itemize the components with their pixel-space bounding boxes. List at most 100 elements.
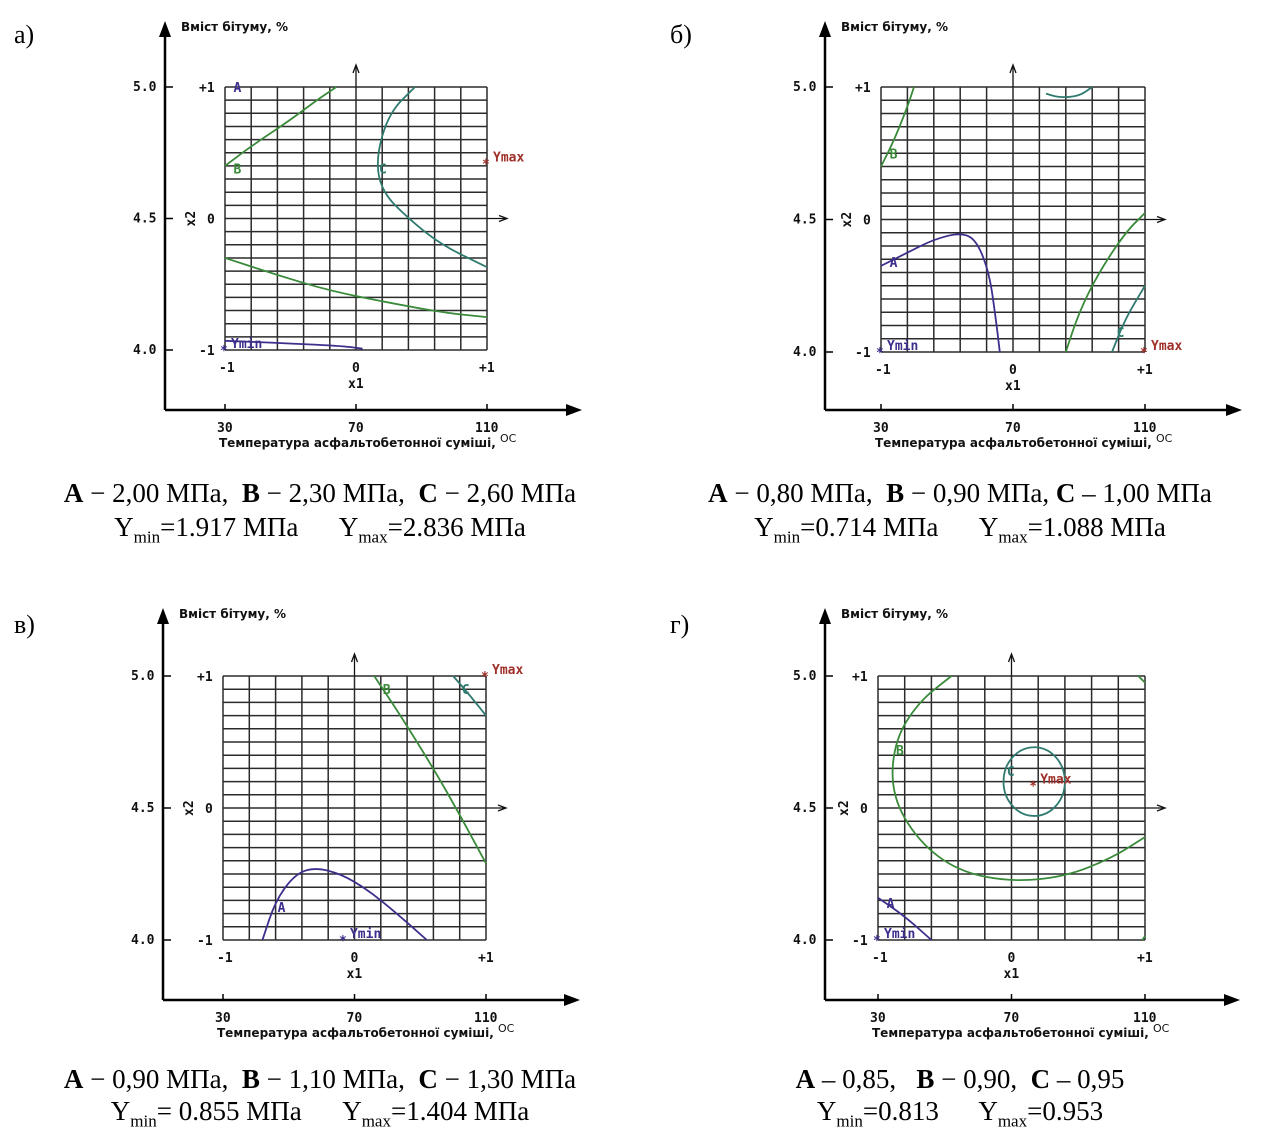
caption-levels: A − 0,80 МПа, B − 0,90 МПа, C – 1,00 МПа (708, 478, 1212, 508)
coded-y-axis-title: x2 (837, 800, 852, 816)
coded-y-minus: -1 (197, 934, 213, 949)
y-axis-arrow (157, 608, 169, 624)
contour-label-A: A (234, 81, 242, 96)
x-tick-label: 70 (1005, 421, 1021, 436)
coded-axis-x1-arrow (497, 804, 508, 812)
contour-B (1137, 675, 1146, 684)
y-axis-arrow (819, 608, 831, 624)
x-tick-label: 70 (347, 1011, 363, 1026)
y-tick-label: 4.0 (131, 933, 155, 948)
x-axis-arrow (566, 404, 582, 416)
marker-label-Ymax: Ymax (492, 663, 523, 678)
caption-b-value: 1,10 МПа (288, 1064, 399, 1094)
coded-x-axis-title: x1 (347, 967, 363, 982)
chart-panel-c: в) Вміст бітуму, % 4.0 4.5 5.0 +1 0 -1 x2 -1 0 +1 x… (0, 560, 640, 1130)
panel-tag: б) (670, 20, 692, 49)
x-tick-label: 30 (215, 1011, 231, 1026)
contour-label-C: C (1007, 765, 1015, 780)
coded-y-minus: -1 (199, 344, 215, 359)
grid (880, 86, 1146, 353)
chart-panel-b: б) Вміст бітуму, % 4.0 4.5 5.0 +1 0 -1 x2 -1 0 +1 x… (640, 0, 1280, 560)
marker-star-Ymax: * (1029, 780, 1037, 795)
panel-tag: г) (670, 610, 690, 639)
x-tick-label: 110 (474, 1011, 498, 1026)
marker-label-Ymin: Ymin (350, 927, 381, 942)
caption-ymin: = 0.855 МПа (156, 1096, 302, 1126)
caption-c-value: 2,60 МПа (466, 478, 577, 508)
contour-label-A: A (887, 897, 895, 912)
caption-c-value: 0,95 (1077, 1064, 1125, 1094)
coded-axis-x1-arrow (1156, 215, 1167, 224)
coded-x-zero: 0 (352, 361, 360, 376)
coded-y-minus: -1 (852, 934, 868, 949)
coded-y-minus: -1 (855, 346, 871, 361)
coded-y-plus: +1 (855, 81, 871, 96)
contour-A (224, 339, 363, 350)
coded-x-axis-title: x1 (1004, 967, 1020, 982)
x-tick-label: 30 (870, 1011, 886, 1026)
panel-tag: в) (14, 610, 35, 639)
caption-ymax: =0.953 (1027, 1096, 1104, 1126)
caption-ymax: =1.404 МПа (390, 1096, 530, 1126)
y-tick-label: 5.0 (793, 80, 817, 95)
caption-a-value: 0,90 МПа (112, 1064, 222, 1094)
coded-y-plus: +1 (197, 670, 213, 685)
caption-a-value: 0,80 МПа (756, 478, 866, 508)
coded-y-axis-title: x2 (184, 211, 199, 227)
grid (877, 675, 1146, 941)
y-axis-title: Вміст бітуму, % (841, 607, 948, 621)
coded-axis-x1-arrow (1156, 804, 1167, 812)
contour-label-B: B (234, 163, 242, 178)
marker-label-Ymax: Ymax (493, 150, 524, 165)
coded-x-zero: 0 (1008, 951, 1016, 966)
marker-label-Ymin: Ymin (887, 339, 918, 354)
coded-x-zero: 0 (351, 951, 359, 966)
x-tick-label: 30 (873, 421, 889, 436)
y-axis-title: Вміст бітуму, % (841, 20, 948, 34)
contour-label-C: C (1117, 326, 1125, 341)
x-axis-title: Температура асфальтобетонної суміші, OC (217, 1022, 515, 1040)
caption-a-value: 0,85 (842, 1064, 890, 1094)
marker-label-Ymin: Ymin (231, 337, 262, 352)
caption-extremes: Ymin= 0.855 МПа Ymax=1.404 МПа (110, 1096, 530, 1131)
contour-label-C: C (379, 163, 387, 178)
contour-B (224, 86, 337, 167)
caption-extremes: Ymin=1.917 МПа Ymax=2.836 МПа (114, 512, 526, 547)
caption-c-value: 1,30 МПа (466, 1064, 577, 1094)
coded-x-plus: +1 (1137, 363, 1153, 378)
contour-label-B: B (383, 683, 391, 698)
x-axis-arrow (564, 994, 580, 1006)
contour-plot-d: Вміст бітуму, % 4.0 4.5 5.0 +1 0 -1 x2 -1 0 +1 x1 30… (793, 607, 1240, 1040)
coded-y-zero: 0 (207, 213, 215, 228)
contour-plot-a: Вміст бітуму, % 4.0 4.5 5.0 +1 0 -1 x2 -1 0 +1 x1 30… (133, 20, 582, 450)
coded-y-axis-title: x2 (840, 212, 855, 228)
contour-C (376, 86, 488, 268)
marker-star-Ymax: * (1140, 346, 1148, 361)
x-axis-unit: OC (1156, 432, 1173, 445)
coded-y-plus: +1 (199, 81, 215, 96)
panel-tag: а) (14, 20, 35, 49)
marker-star-Ymin: * (339, 934, 347, 949)
marker-star-Ymax: * (482, 157, 490, 172)
caption-extremes: Ymin=0.714 МПа Ymax=1.088 МПа (754, 512, 1166, 547)
coded-y-axis-title: x2 (182, 800, 197, 816)
x-axis-arrow (1224, 994, 1240, 1006)
x-axis-unit: OC (498, 1022, 515, 1035)
caption-ymin: =0.714 МПа (800, 512, 939, 542)
y-tick-label: 4.5 (133, 212, 156, 227)
y-tick-label: 5.0 (131, 669, 155, 684)
caption-b-value: 0,90 (963, 1064, 1011, 1094)
coded-x-plus: +1 (479, 361, 495, 376)
caption-levels: A – 0,85, B − 0,90, C – 0,95 (795, 1064, 1125, 1094)
marker-label-Ymax: Ymax (1040, 773, 1071, 788)
x-tick-label: 70 (1004, 1011, 1020, 1026)
coded-x-minus: -1 (872, 951, 888, 966)
contour-B (1141, 935, 1146, 941)
caption-b-value: 2,30 МПа (288, 478, 399, 508)
coded-y-zero: 0 (205, 802, 213, 817)
marker-label-Ymax: Ymax (1151, 339, 1182, 354)
contour-B (891, 675, 1146, 882)
contour-C (1002, 746, 1066, 817)
y-tick-label: 4.0 (793, 933, 817, 948)
caption-ymin: =0.813 (862, 1096, 939, 1126)
